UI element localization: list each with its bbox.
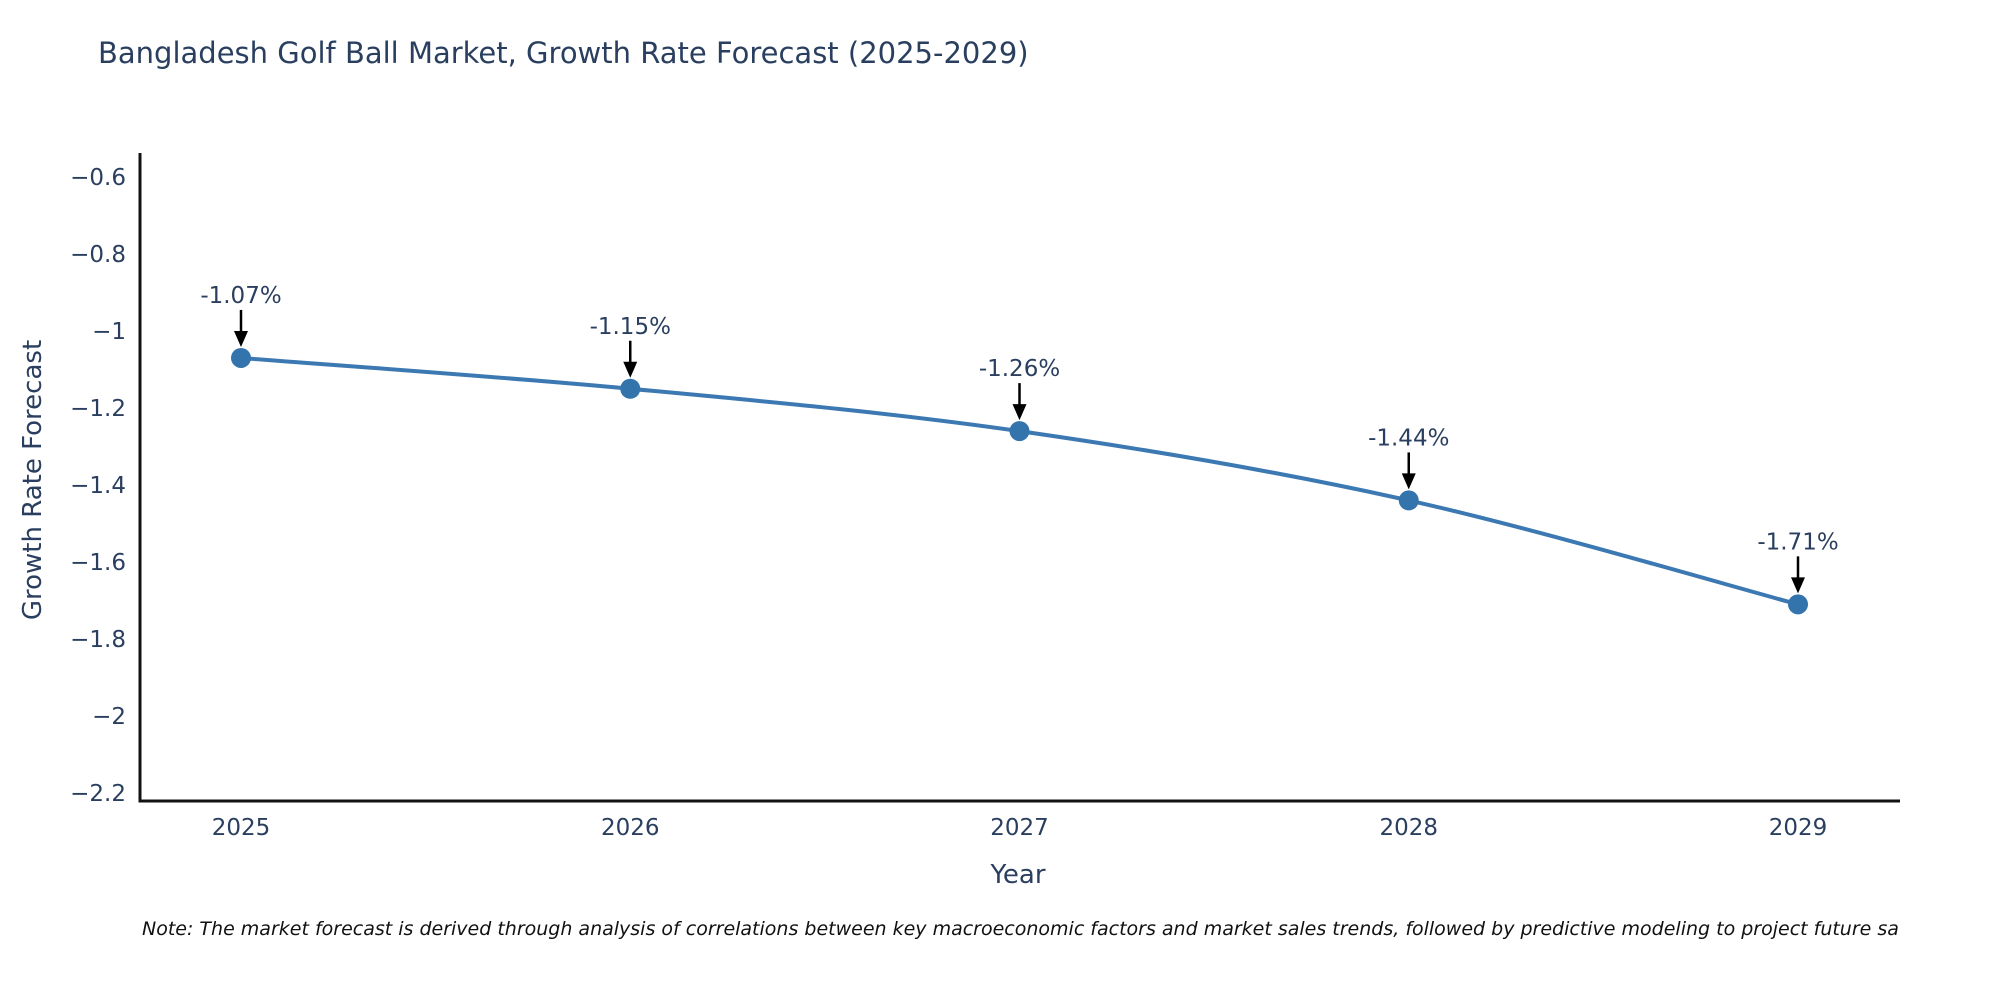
y-tick-label: −1.4 [70, 473, 126, 499]
annotation-arrow-head [234, 330, 248, 347]
x-tick-label: 2028 [1379, 815, 1438, 841]
y-tick-label: −1.8 [70, 627, 126, 653]
annotation-arrow-head [1401, 473, 1416, 490]
y-tick-label: −2 [92, 704, 126, 730]
annotation-arrow-head [1791, 577, 1805, 594]
x-tick-label: 2029 [1769, 815, 1828, 841]
point-value-label: -1.44% [1368, 425, 1449, 451]
y-tick-label: −0.8 [70, 242, 126, 268]
x-tick-label: 2026 [601, 815, 660, 841]
point-value-label: -1.71% [1757, 529, 1838, 555]
y-tick-label: −1 [92, 319, 126, 345]
x-tick-label: 2025 [212, 815, 271, 841]
x-axis-title: Year [990, 860, 1046, 890]
data-point[interactable] [620, 378, 641, 399]
footnote: Note: The market forecast is derived thr… [142, 918, 1899, 940]
data-point[interactable] [1009, 421, 1030, 442]
chart-title: Bangladesh Golf Ball Market, Growth Rate… [98, 36, 1029, 70]
point-value-label: -1.07% [200, 283, 281, 309]
annotation-arrow-head [1012, 404, 1027, 421]
annotation-arrow-head [623, 361, 638, 378]
y-tick-label: −1.6 [70, 550, 126, 576]
point-value-label: -1.15% [590, 314, 671, 340]
data-point[interactable] [1398, 490, 1419, 511]
data-point[interactable] [231, 347, 251, 368]
y-tick-label: −2.2 [70, 781, 126, 807]
x-tick-label: 2027 [990, 815, 1049, 841]
y-tick-label: −0.6 [70, 165, 126, 191]
y-tick-label: −1.2 [70, 396, 126, 422]
data-point[interactable] [1788, 594, 1808, 615]
point-value-label: -1.26% [979, 356, 1060, 382]
